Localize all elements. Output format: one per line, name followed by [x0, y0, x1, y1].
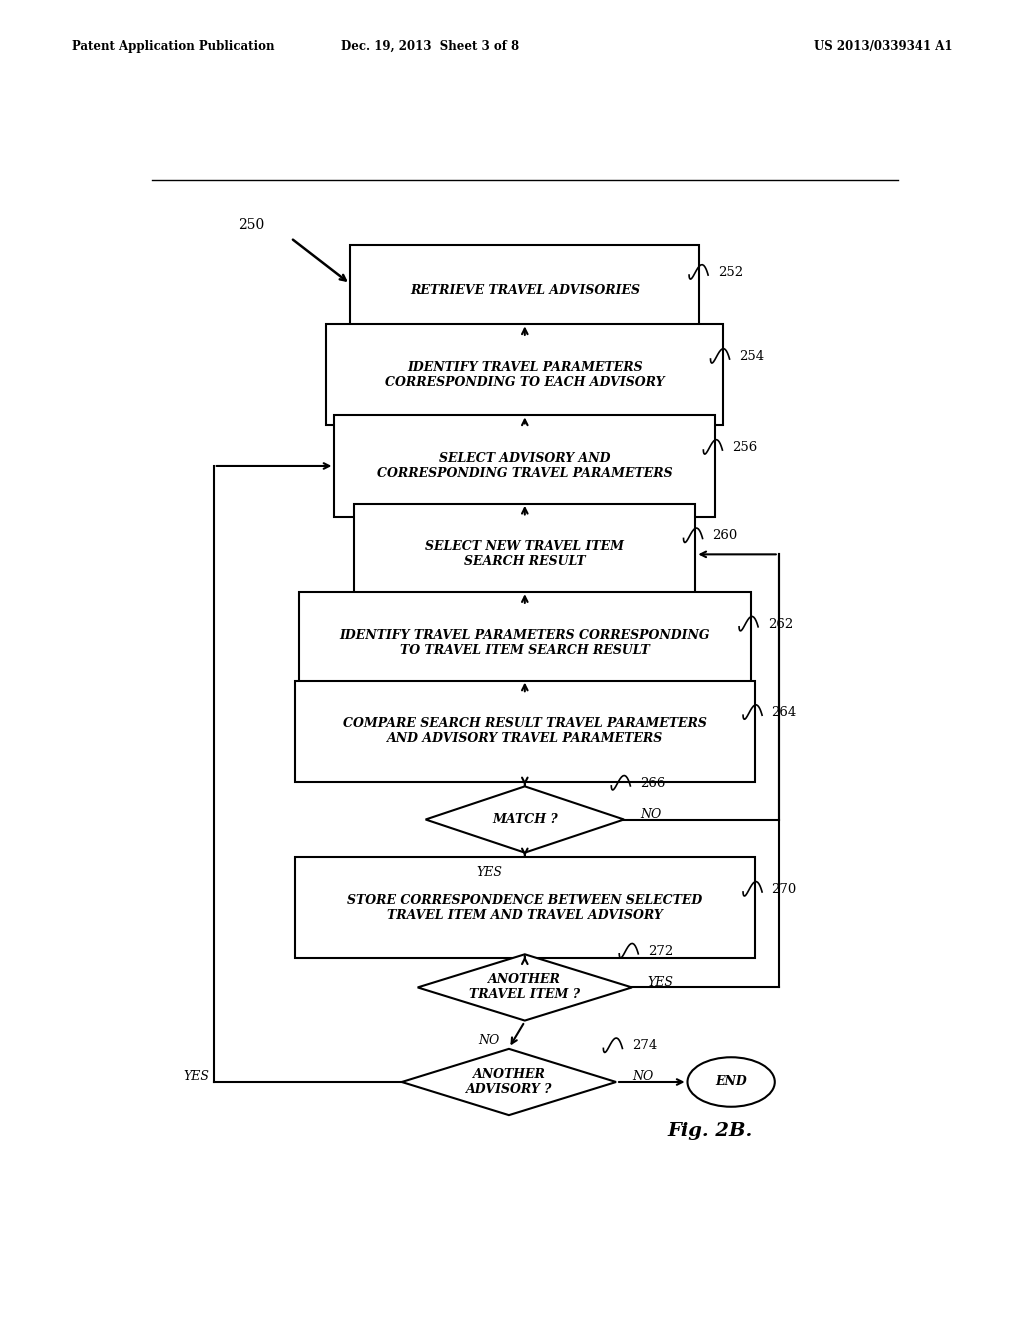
Text: 256: 256 [732, 441, 757, 454]
Polygon shape [418, 954, 632, 1020]
Text: MATCH ?: MATCH ? [492, 813, 558, 826]
Text: 254: 254 [739, 350, 764, 363]
Text: 250: 250 [238, 218, 264, 232]
Text: Patent Application Publication: Patent Application Publication [72, 40, 274, 53]
Text: NO: NO [640, 808, 662, 821]
FancyBboxPatch shape [295, 681, 755, 781]
Text: 260: 260 [712, 529, 737, 543]
Text: COMPARE SEARCH RESULT TRAVEL PARAMETERS
AND ADVISORY TRAVEL PARAMETERS: COMPARE SEARCH RESULT TRAVEL PARAMETERS … [343, 717, 707, 744]
Text: ANOTHER
ADVISORY ?: ANOTHER ADVISORY ? [466, 1068, 552, 1096]
FancyBboxPatch shape [354, 504, 695, 605]
FancyBboxPatch shape [327, 325, 723, 425]
FancyBboxPatch shape [350, 246, 699, 337]
Text: YES: YES [648, 975, 674, 989]
Text: 262: 262 [768, 618, 793, 631]
Text: NO: NO [478, 1034, 500, 1047]
Polygon shape [426, 787, 624, 853]
Text: 252: 252 [718, 265, 742, 279]
FancyBboxPatch shape [295, 857, 755, 958]
FancyBboxPatch shape [299, 593, 751, 693]
Text: YES: YES [183, 1071, 210, 1084]
Text: 264: 264 [772, 706, 797, 719]
Text: IDENTIFY TRAVEL PARAMETERS CORRESPONDING
TO TRAVEL ITEM SEARCH RESULT: IDENTIFY TRAVEL PARAMETERS CORRESPONDING… [340, 628, 710, 657]
FancyBboxPatch shape [334, 416, 715, 516]
Text: 266: 266 [640, 776, 666, 789]
Text: ANOTHER
TRAVEL ITEM ?: ANOTHER TRAVEL ITEM ? [469, 973, 581, 1002]
Text: 272: 272 [648, 945, 673, 958]
Text: Fig. 2B.: Fig. 2B. [668, 1122, 753, 1139]
Text: STORE CORRESPONDENCE BETWEEN SELECTED
TRAVEL ITEM AND TRAVEL ADVISORY: STORE CORRESPONDENCE BETWEEN SELECTED TR… [347, 894, 702, 921]
Ellipse shape [687, 1057, 775, 1106]
Text: US 2013/0339341 A1: US 2013/0339341 A1 [814, 40, 952, 53]
Polygon shape [401, 1049, 616, 1115]
Text: END: END [715, 1076, 748, 1089]
Text: Dec. 19, 2013  Sheet 3 of 8: Dec. 19, 2013 Sheet 3 of 8 [341, 40, 519, 53]
Text: 274: 274 [632, 1039, 657, 1052]
Text: RETRIEVE TRAVEL ADVISORIES: RETRIEVE TRAVEL ADVISORIES [410, 285, 640, 297]
Text: IDENTIFY TRAVEL PARAMETERS
CORRESPONDING TO EACH ADVISORY: IDENTIFY TRAVEL PARAMETERS CORRESPONDING… [385, 360, 665, 389]
Text: SELECT ADVISORY AND
CORRESPONDING TRAVEL PARAMETERS: SELECT ADVISORY AND CORRESPONDING TRAVEL… [377, 451, 673, 480]
Text: NO: NO [632, 1071, 653, 1084]
Text: YES: YES [476, 866, 502, 879]
Text: 270: 270 [772, 883, 797, 896]
Text: SELECT NEW TRAVEL ITEM
SEARCH RESULT: SELECT NEW TRAVEL ITEM SEARCH RESULT [425, 540, 625, 569]
